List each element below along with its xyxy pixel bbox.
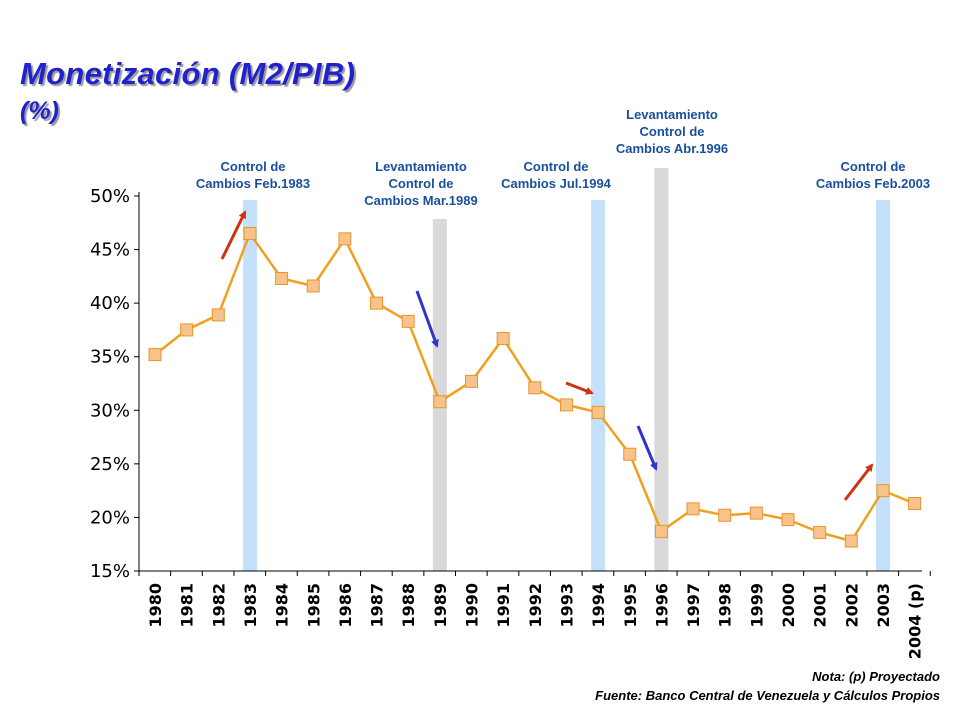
x-tick-label: 1988 (399, 583, 418, 628)
x-tick-label: 1999 (747, 583, 766, 628)
x-tick-label: 1987 (368, 583, 387, 628)
y-tick-label: 45% (90, 240, 130, 261)
data-point (876, 484, 890, 498)
chart-axes: 15% 20% 25% 30% 35% 40% 45% 50% 1980 1981 1982 1983… (90, 186, 931, 659)
annotation-arrow (565, 381, 594, 395)
data-point (338, 232, 352, 246)
source-note: Fuente: Banco Central de Venezuela y Cál… (595, 688, 940, 703)
m2-pib-series (148, 227, 922, 548)
data-point (718, 508, 732, 522)
x-tick-label: 1982 (209, 583, 228, 628)
x-tick-label: 1991 (494, 583, 513, 628)
x-tick-label: 2000 (779, 583, 798, 628)
annotation-arrow (220, 210, 247, 260)
data-point (243, 227, 257, 240)
note-projected: Nota: (p) Proyectado (812, 669, 940, 684)
band-annotation-line: Control de (389, 176, 454, 191)
data-point (591, 405, 605, 419)
data-point (433, 395, 447, 409)
data-point (401, 314, 415, 328)
band-annotations: Control de Cambios Feb.1983 Levantamiento C… (196, 107, 930, 208)
y-tick-label: 25% (90, 454, 130, 475)
data-point (623, 447, 637, 461)
data-point (465, 374, 478, 388)
band-annotation-label: Control de Cambios Jul.1994 (501, 159, 612, 191)
x-tick-label: 1980 (146, 583, 165, 628)
data-point (148, 348, 162, 362)
x-tick-label: 1984 (273, 583, 292, 628)
chart-title: Monetización (M2/PIB) (20, 56, 356, 91)
x-tick-label: 2002 (842, 583, 861, 628)
y-tick-label: 30% (90, 400, 130, 421)
band-control (591, 200, 606, 571)
data-point (844, 534, 858, 548)
band-annotation-line: Cambios Feb.2003 (816, 176, 930, 191)
band-annotation-line: Cambios Mar.1989 (364, 193, 477, 208)
data-point (211, 308, 225, 322)
x-tick-label: 1981 (178, 583, 197, 628)
x-tick-label: 1994 (589, 583, 608, 628)
data-point (275, 272, 289, 285)
x-tick-label: 2003 (874, 583, 893, 628)
x-tick-label: 1993 (557, 583, 576, 628)
band-control (875, 200, 890, 571)
data-point (813, 525, 827, 539)
band-levantamiento (432, 219, 447, 571)
band-annotation-label: Levantamiento Control de Cambios Mar.1989 (364, 159, 477, 208)
chart-subtitle: (%) (20, 97, 59, 125)
x-tick-label: 1985 (304, 583, 323, 628)
band-annotation-label: Levantamiento Control de Cambios Abr.1996 (616, 107, 728, 156)
band-levantamiento (654, 168, 669, 571)
annotation-arrows (220, 210, 874, 501)
band-annotation-label: Control de Cambios Feb.1983 (196, 159, 310, 191)
exchange-control-bands (242, 168, 890, 571)
band-annotation-label: Control de Cambios Feb.2003 (816, 159, 930, 191)
y-tick-label: 35% (90, 347, 130, 368)
band-annotation-line: Control de (841, 159, 906, 174)
data-point (686, 502, 700, 516)
y-tick-label: 15% (90, 561, 130, 582)
data-point (908, 497, 922, 510)
x-tick-label: 1990 (463, 583, 482, 628)
data-point (654, 524, 668, 538)
x-tick-label: 1995 (621, 583, 640, 628)
data-point (559, 398, 573, 412)
x-tick-label: 2001 (811, 583, 830, 628)
y-tick-label: 40% (90, 293, 130, 314)
annotation-arrow (843, 463, 874, 501)
annotation-arrow (636, 425, 658, 471)
band-annotation-line: Levantamiento (375, 159, 467, 174)
data-point (496, 332, 510, 345)
band-annotation-line: Control de (640, 124, 705, 139)
band-annotation-line: Cambios Abr.1996 (616, 141, 728, 156)
x-tick-label: 1996 (652, 583, 671, 628)
data-point (781, 513, 795, 527)
y-tick-label: 50% (90, 186, 130, 207)
data-point (370, 296, 384, 310)
data-point (180, 323, 194, 337)
x-tick-label: 1998 (716, 583, 735, 628)
x-tick-label: 1986 (336, 583, 355, 628)
band-annotation-line: Levantamiento (626, 107, 718, 122)
band-annotation-line: Control de (524, 159, 589, 174)
band-annotation-line: Cambios Jul.1994 (501, 176, 612, 191)
x-tick-label: 1989 (431, 583, 450, 628)
band-annotation-line: Control de (221, 159, 286, 174)
x-tick-label: 1997 (684, 583, 703, 628)
annotation-arrow (415, 290, 439, 348)
data-point (528, 381, 542, 395)
band-control (242, 200, 257, 571)
band-annotation-line: Cambios Feb.1983 (196, 176, 310, 191)
x-tick-label: 2004 (p) (906, 583, 925, 659)
x-tick-label: 1983 (241, 583, 260, 628)
data-point (749, 506, 763, 520)
x-tick-label: 1992 (526, 583, 545, 628)
y-tick-label: 20% (90, 507, 130, 528)
data-point (306, 279, 320, 293)
